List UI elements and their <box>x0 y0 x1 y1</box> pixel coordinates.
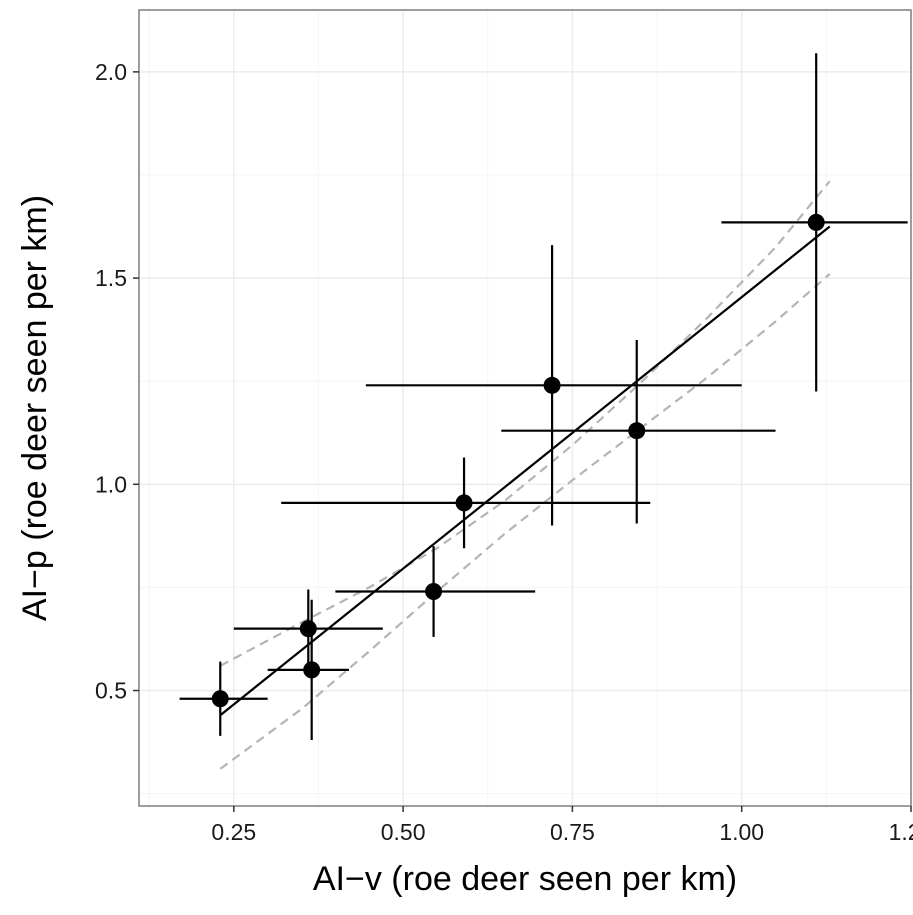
y-tick-label: 2.0 <box>95 59 127 85</box>
data-point <box>303 661 321 679</box>
data-point <box>211 690 229 708</box>
x-tick-label: 0.25 <box>211 819 256 845</box>
y-axis-title: AI−p (roe deer seen per km) <box>16 195 54 621</box>
y-axis-ticks: 0.5 1.0 1.5 2.0 <box>95 59 139 704</box>
data-point <box>299 620 317 638</box>
data-point <box>425 583 443 601</box>
y-tick-label: 1.0 <box>95 471 127 497</box>
regression-line <box>219 225 831 717</box>
x-axis-ticks: 0.25 0.50 0.75 1.00 1.25 <box>211 806 913 845</box>
y-tick-label: 0.5 <box>95 678 127 704</box>
ci-lower-line <box>219 273 831 770</box>
panel-border <box>138 9 912 807</box>
data-points <box>211 213 825 708</box>
x-tick-label: 1.25 <box>889 819 913 845</box>
data-point <box>543 376 561 394</box>
x-tick-label: 0.50 <box>381 819 426 845</box>
x-tick-label: 1.00 <box>719 819 764 845</box>
data-point <box>807 213 825 231</box>
data-point <box>628 422 646 440</box>
data-point <box>455 494 473 512</box>
confidence-band <box>219 180 831 770</box>
x-axis-title: AI−v (roe deer seen per km) <box>313 860 737 898</box>
y-tick-label: 1.5 <box>95 265 127 291</box>
x-tick-label: 0.75 <box>550 819 595 845</box>
regression-line-group <box>219 225 831 717</box>
ci-upper-line <box>219 180 831 667</box>
